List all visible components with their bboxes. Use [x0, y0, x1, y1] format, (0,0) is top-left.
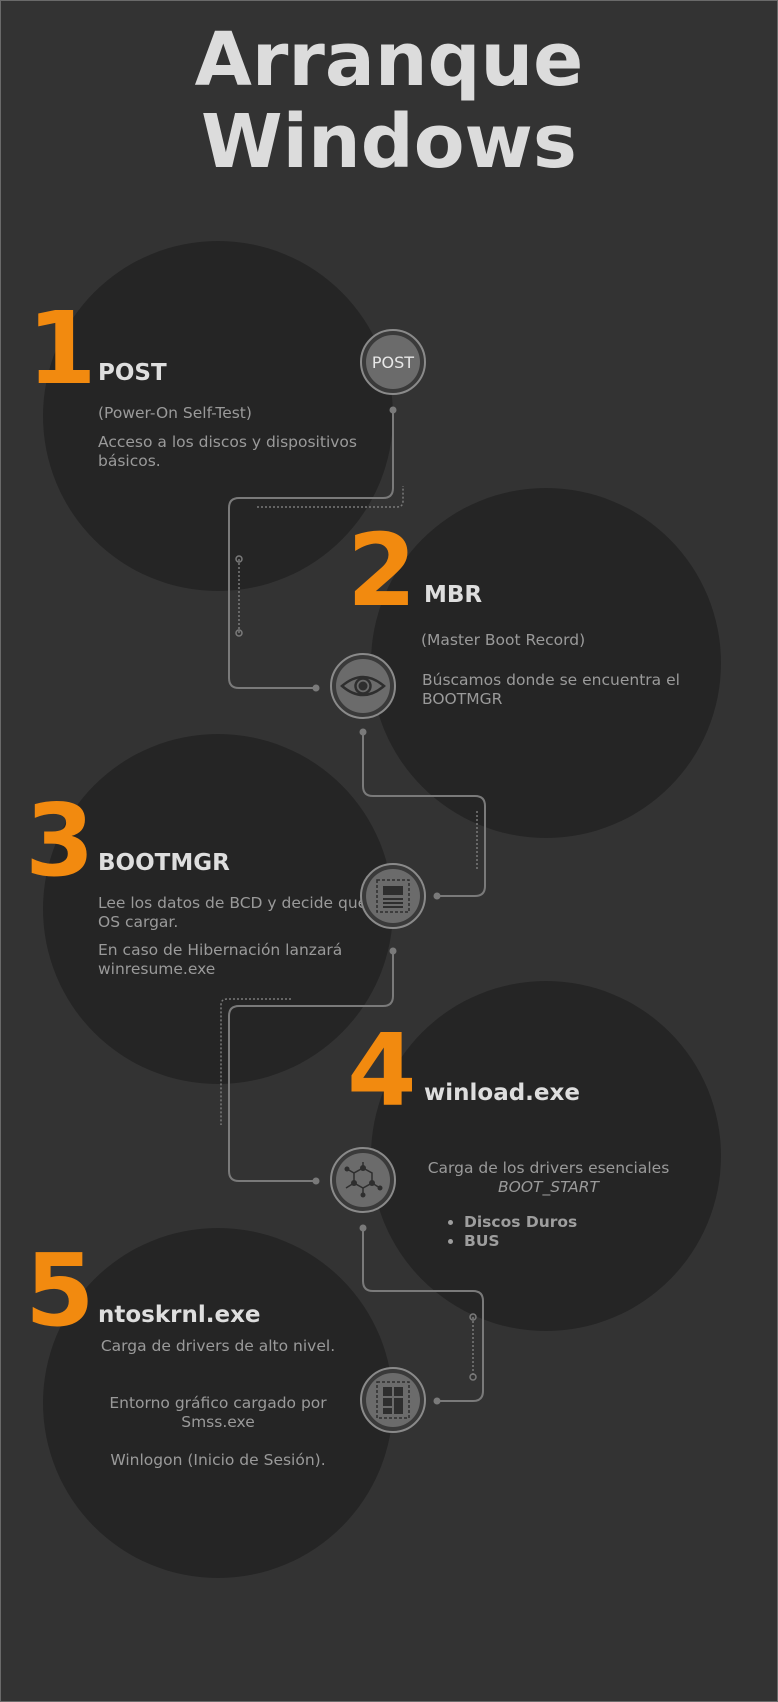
- step-4-bullet-2: BUS: [464, 1232, 577, 1251]
- step-4-bullet-list: Discos Duros BUS: [444, 1213, 577, 1251]
- step-1-circle: [43, 241, 393, 591]
- step-4-description-text: Carga de los drivers esenciales: [427, 1159, 670, 1177]
- document-icon: [376, 879, 410, 913]
- connector-4-5: [362, 1228, 484, 1402]
- step-4-circle: [371, 981, 721, 1331]
- step-2-number: 2: [347, 512, 417, 629]
- step-3-node: [360, 863, 426, 929]
- molecule-icon: [344, 1162, 383, 1198]
- step-1-subtitle: (Power-On Self-Test): [98, 404, 252, 422]
- step-3-number: 3: [25, 782, 95, 899]
- step-5-node: [360, 1367, 426, 1433]
- title-line-1: Arranque: [194, 17, 584, 103]
- step-2-description: Búscamos donde se encuentra el BOOTMGR: [422, 671, 680, 708]
- step-4-heading: winload.exe: [424, 1080, 580, 1106]
- step-1-heading: POST: [98, 360, 167, 386]
- step-3-heading: BOOTMGR: [98, 850, 230, 876]
- step-3-description-2: En caso de Hibernación lanzará winresume…: [98, 941, 343, 978]
- step-4-number: 4: [347, 1012, 417, 1129]
- step-3-description: Lee los datos de BCD y decide que OS car…: [98, 894, 368, 931]
- step-5-description: Carga de drivers de alto nivel.: [100, 1337, 336, 1355]
- connector-1-2: [228, 410, 394, 689]
- step-1-description: Acceso a los discos y dispositivos básic…: [98, 433, 357, 470]
- connector-2-3: [362, 732, 486, 897]
- eye-icon: [340, 675, 386, 697]
- step-1-node: POST: [360, 329, 426, 395]
- step-4-description: Carga de los drivers esenciales BOOT_STA…: [411, 1159, 686, 1197]
- title-line-2: Windows: [201, 99, 577, 185]
- step-3-circle: [43, 734, 393, 1084]
- layout-grid-icon: [376, 1381, 410, 1419]
- step-5-number: 5: [25, 1232, 95, 1349]
- step-4-description-italic: BOOT_START: [498, 1178, 599, 1196]
- step-4-node: [330, 1147, 396, 1213]
- post-node-label: POST: [366, 335, 420, 389]
- step-5-description-2: Entorno gráfico cargado por Smss.exe: [109, 1394, 327, 1431]
- step-2-node: [330, 653, 396, 719]
- step-4-bullet-1: Discos Duros: [464, 1213, 577, 1232]
- connector-3-4: [228, 951, 394, 1182]
- step-5-heading: ntoskrnl.exe: [98, 1302, 261, 1328]
- step-2-circle: [371, 488, 721, 838]
- step-5-description-3: Winlogon (Inicio de Sesión).: [110, 1451, 326, 1469]
- step-2-subtitle: (Master Boot Record): [421, 631, 586, 649]
- step-5-circle: [43, 1228, 393, 1578]
- step-2-heading: MBR: [424, 582, 483, 608]
- step-1-number: 1: [27, 290, 97, 407]
